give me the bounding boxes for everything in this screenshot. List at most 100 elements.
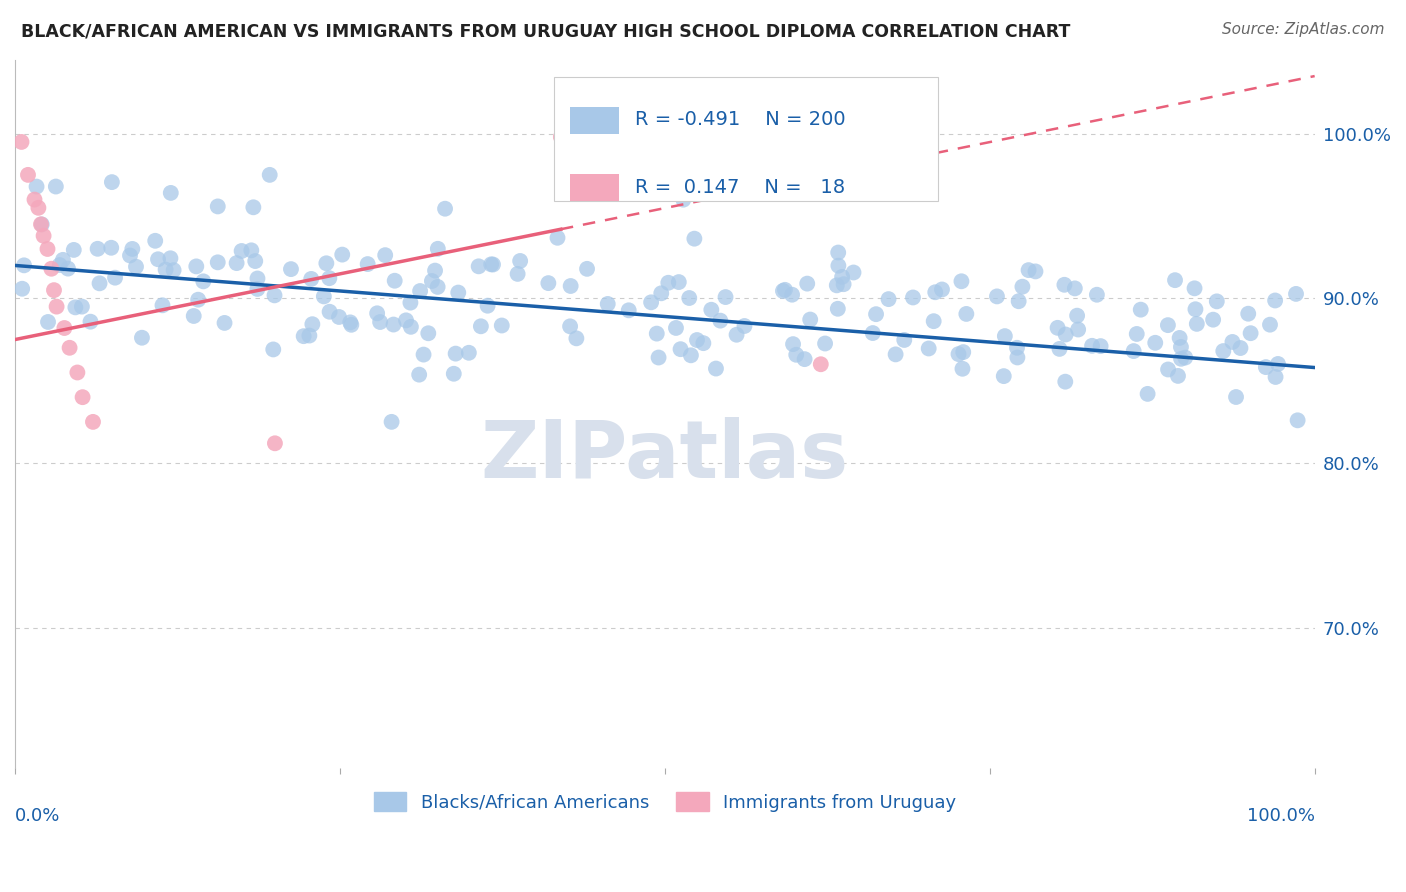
Point [686, 333, 709, 347]
Point [1267, 357, 1289, 371]
Point [1011, 279, 1033, 293]
Point [1168, 331, 1191, 345]
Point [426, 280, 449, 294]
Point [443, 367, 465, 381]
Point [922, 314, 945, 328]
Text: R = -0.491    N = 200: R = -0.491 N = 200 [636, 111, 845, 129]
Point [434, 202, 457, 216]
Point [799, 312, 821, 326]
Point [399, 319, 422, 334]
Point [1005, 341, 1028, 355]
Point [1184, 281, 1206, 295]
Point [1264, 370, 1286, 384]
Point [986, 289, 1008, 303]
Point [993, 369, 1015, 384]
Point [418, 326, 440, 341]
Point [340, 318, 363, 332]
Point [647, 351, 669, 365]
Point [31, 218, 53, 232]
Point [617, 303, 640, 318]
Point [118, 248, 141, 262]
Point [41, 261, 63, 276]
Point [1205, 294, 1227, 309]
Point [146, 252, 169, 267]
Point [86, 242, 108, 256]
Point [62, 243, 84, 257]
Point [1090, 339, 1112, 353]
Point [1185, 317, 1208, 331]
Point [1167, 368, 1189, 383]
Point [1285, 286, 1308, 301]
Point [893, 333, 915, 347]
Point [1067, 322, 1090, 336]
Point [89, 277, 111, 291]
Point [125, 260, 148, 274]
Point [955, 307, 977, 321]
Point [796, 277, 818, 291]
Point [240, 244, 263, 258]
Point [679, 348, 702, 362]
Point [447, 285, 470, 300]
Point [918, 342, 941, 356]
Point [1125, 326, 1147, 341]
Point [1237, 307, 1260, 321]
Point [330, 247, 353, 261]
Point [477, 299, 499, 313]
Point [1129, 302, 1152, 317]
Point [143, 234, 166, 248]
Point [668, 275, 690, 289]
Point [187, 293, 209, 307]
Point [1258, 318, 1281, 332]
Point [426, 242, 449, 256]
Point [214, 316, 236, 330]
Point [782, 337, 804, 351]
Point [53, 321, 76, 335]
Point [842, 265, 865, 279]
Point [384, 274, 406, 288]
Point [865, 307, 887, 321]
Point [1046, 321, 1069, 335]
Point [1066, 309, 1088, 323]
Point [368, 315, 391, 329]
Point [82, 415, 104, 429]
Point [772, 284, 794, 298]
Point [299, 272, 322, 286]
Point [1008, 294, 1031, 309]
Point [52, 252, 75, 267]
Point [318, 304, 340, 318]
Point [827, 245, 849, 260]
Point [45, 179, 67, 194]
Point [1264, 293, 1286, 308]
Point [479, 257, 502, 271]
Point [1054, 375, 1077, 389]
Point [280, 262, 302, 277]
Point [491, 318, 513, 333]
Point [121, 242, 143, 256]
Point [395, 313, 418, 327]
Point [32, 228, 55, 243]
Point [101, 175, 124, 189]
Point [25, 179, 48, 194]
Point [1122, 344, 1144, 359]
Point [420, 274, 443, 288]
Point [72, 390, 94, 404]
Point [263, 288, 285, 302]
Point [952, 345, 974, 359]
Point [457, 345, 479, 359]
Point [315, 256, 337, 270]
Point [506, 267, 529, 281]
Point [862, 326, 884, 340]
Point [558, 319, 581, 334]
Point [11, 282, 34, 296]
Point [1007, 351, 1029, 365]
Point [1144, 335, 1167, 350]
Point [509, 254, 531, 268]
Point [246, 282, 269, 296]
Point [1170, 340, 1192, 354]
Point [692, 336, 714, 351]
Point [58, 341, 80, 355]
Point [318, 271, 340, 285]
Point [27, 201, 49, 215]
Point [259, 168, 281, 182]
Point [640, 295, 662, 310]
